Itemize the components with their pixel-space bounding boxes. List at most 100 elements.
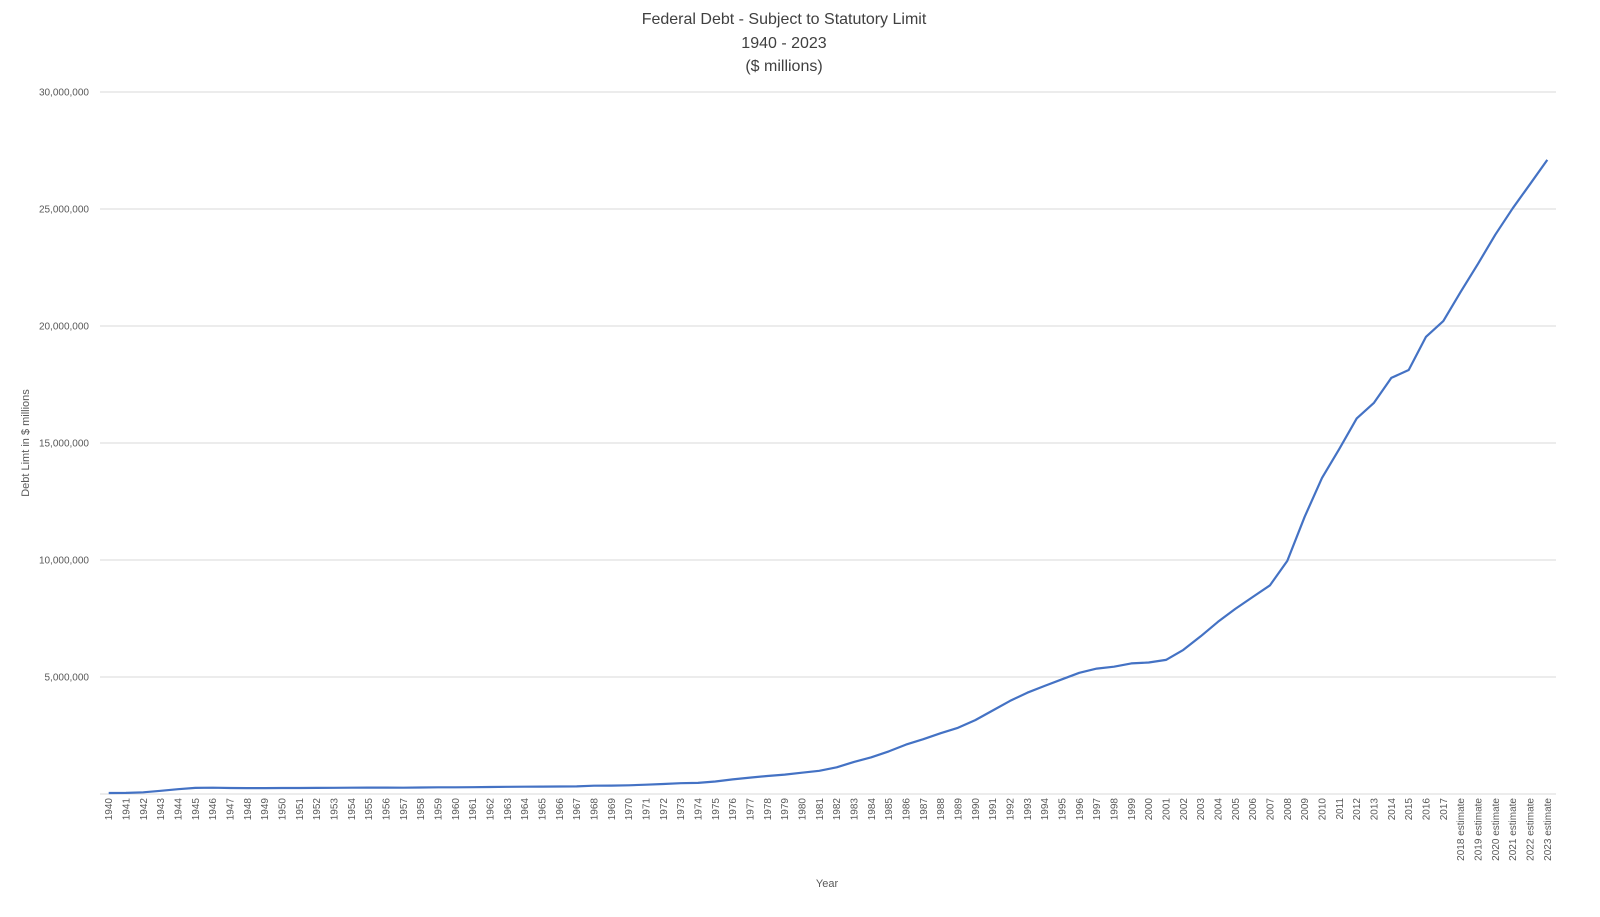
x-tick-label: 1992	[1006, 798, 1017, 821]
x-tick-label: 2003	[1196, 798, 1207, 821]
y-tick-label: 25,000,000	[39, 205, 89, 216]
x-tick-label: 1990	[971, 798, 982, 821]
x-tick-label: 1944	[174, 798, 185, 821]
x-tick-label: 2008	[1283, 798, 1294, 821]
y-tick-label: 10,000,000	[39, 556, 89, 567]
series-line	[108, 159, 1549, 795]
x-tick-label: 1989	[954, 798, 965, 821]
x-tick-label: 1951	[295, 798, 306, 821]
x-tick-label: 1961	[468, 798, 479, 821]
x-tick-label: 1964	[520, 798, 531, 821]
x-axis-title: Year	[816, 878, 839, 890]
chart-title: Federal Debt - Subject to Statutory Limi…	[0, 8, 1568, 79]
x-tick-label: 1962	[486, 798, 497, 821]
x-tick-label: 1940	[104, 798, 115, 821]
x-tick-label: 2007	[1266, 798, 1277, 821]
x-tick-label: 2010	[1318, 798, 1329, 821]
x-tick-label: 2012	[1352, 798, 1363, 821]
x-tick-label: 1958	[416, 798, 427, 821]
x-tick-label: 1963	[503, 798, 514, 821]
x-tick-label: 1997	[1092, 798, 1103, 821]
x-tick-label: 2017	[1439, 798, 1450, 821]
x-tick-label: 1991	[988, 798, 999, 821]
x-tick-label: 1947	[226, 798, 237, 821]
x-axis-ticks: 1940 1941 1942 1943 1944 1945 1946 1947 1948 1949…	[104, 798, 1554, 861]
x-tick-label: 1998	[1110, 798, 1121, 821]
x-tick-label: 1983	[850, 798, 861, 821]
x-tick-label: 1976	[728, 798, 739, 821]
x-tick-label: 1955	[364, 798, 375, 821]
x-tick-label: 2000	[1144, 798, 1155, 821]
x-tick-label: 1953	[330, 798, 341, 821]
x-tick-label: 1988	[936, 798, 947, 821]
x-tick-label: 1971	[642, 798, 653, 821]
x-tick-label: 1972	[659, 798, 670, 821]
x-tick-label: 1975	[711, 798, 722, 821]
y-tick-label: 30,000,000	[39, 88, 89, 99]
x-tick-label: 1996	[1075, 798, 1086, 821]
chart-title-line-1: Federal Debt - Subject to Statutory Limi…	[641, 11, 927, 28]
x-tick-label: 1984	[867, 798, 878, 821]
x-tick-label: 1993	[1023, 798, 1034, 821]
x-tick-label: 2023 estimate	[1543, 798, 1554, 861]
x-tick-label: 2009	[1300, 798, 1311, 821]
x-tick-label: 1994	[1040, 798, 1051, 821]
x-tick-label: 2015	[1404, 798, 1415, 821]
x-tick-label: 2014	[1387, 798, 1398, 821]
y-tick-label: 20,000,000	[39, 322, 89, 333]
x-tick-label: 1941	[122, 798, 133, 821]
y-tick-label: 5,000,000	[45, 673, 90, 684]
x-tick-label: 1950	[278, 798, 289, 821]
x-tick-label: 1945	[191, 798, 202, 821]
x-tick-label: 1970	[624, 798, 635, 821]
x-tick-label: 1948	[243, 798, 254, 821]
x-tick-label: 1986	[902, 798, 913, 821]
x-tick-label: 2013	[1370, 798, 1381, 821]
x-tick-label: 2022 estimate	[1526, 798, 1537, 861]
x-tick-label: 2002	[1179, 798, 1190, 821]
x-tick-label: 1965	[538, 798, 549, 821]
x-tick-label: 1949	[260, 798, 271, 821]
x-tick-label: 1952	[312, 798, 323, 821]
x-tick-label: 2004	[1214, 798, 1225, 821]
chart-title-line-2: 1940 - 2023	[741, 34, 827, 52]
x-tick-label: 2016	[1422, 798, 1433, 821]
x-tick-label: 1973	[676, 798, 687, 821]
gridlines	[100, 91, 1556, 678]
x-tick-label: 1974	[694, 798, 705, 821]
x-tick-label: 1960	[451, 798, 462, 821]
x-tick-label: 2020 estimate	[1491, 798, 1502, 861]
x-tick-label: 1995	[1058, 798, 1069, 821]
x-tick-label: 1966	[555, 798, 566, 821]
x-tick-label: 2006	[1248, 798, 1259, 821]
x-tick-label: 1980	[798, 798, 809, 821]
x-tick-label: 2001	[1162, 798, 1173, 821]
x-tick-label: 1981	[815, 798, 826, 821]
y-tick-label: 15,000,000	[39, 439, 89, 450]
x-tick-label: 1969	[607, 798, 618, 821]
x-tick-label: 2005	[1231, 798, 1242, 821]
x-tick-label: 1943	[156, 798, 167, 821]
x-tick-label: 1959	[434, 798, 445, 821]
y-axis-ticks: 5,000,000 10,000,000 15,000,000 20,000,000 2…	[39, 88, 89, 684]
x-tick-label: 1999	[1127, 798, 1138, 821]
x-tick-label: 2018 estimate	[1456, 798, 1467, 861]
x-tick-label: 1967	[572, 798, 583, 821]
x-tick-label: 1957	[399, 798, 410, 821]
y-axis-title: Debt Limt in $ millions	[20, 389, 32, 497]
x-tick-label: 1942	[139, 798, 150, 821]
x-tick-label: 2021 estimate	[1508, 798, 1519, 861]
x-tick-label: 2011	[1335, 798, 1346, 820]
x-tick-label: 1954	[347, 798, 358, 821]
x-tick-label: 1979	[780, 798, 791, 821]
x-tick-label: 2019 estimate	[1474, 798, 1485, 861]
x-tick-label: 1985	[884, 798, 895, 821]
x-tick-label: 1977	[746, 798, 757, 821]
x-tick-label: 1987	[919, 798, 930, 821]
x-tick-label: 1982	[832, 798, 843, 821]
x-tick-label: 1956	[382, 798, 393, 821]
x-tick-label: 1978	[763, 798, 774, 821]
x-tick-label: 1968	[590, 798, 601, 821]
chart-title-line-3: ($ millions)	[745, 58, 823, 75]
